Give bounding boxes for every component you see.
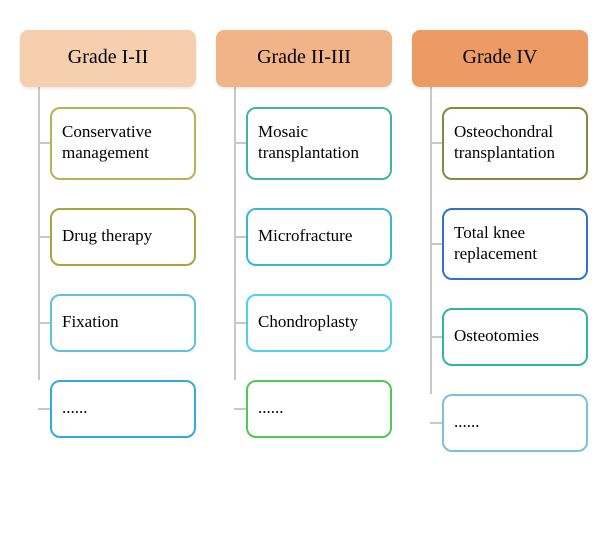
item-box: ......: [50, 380, 196, 438]
tree-item: ......: [216, 380, 392, 438]
item-box: Drug therapy: [50, 208, 196, 266]
item-box: Osteochondral transplantation: [442, 107, 588, 180]
item-box: Osteotomies: [442, 308, 588, 366]
connector-vertical: [38, 180, 40, 208]
connector-horizontal: [430, 422, 442, 424]
diagram-root: Grade I-II Conservative management Drug …: [20, 30, 588, 452]
connector-vertical: [38, 352, 40, 380]
tree-item: Mosaic transplantation: [216, 107, 392, 180]
column-grade-1-2: Grade I-II Conservative management Drug …: [20, 30, 196, 452]
item-box: ......: [442, 394, 588, 452]
item-box: Microfracture: [246, 208, 392, 266]
tree-item: Microfracture: [216, 208, 392, 266]
column-header: Grade I-II: [20, 30, 196, 87]
connector-vertical: [430, 180, 432, 208]
tree-item: Drug therapy: [20, 208, 196, 266]
item-box: Mosaic transplantation: [246, 107, 392, 180]
item-box: Conservative management: [50, 107, 196, 180]
connector-vertical: [38, 266, 40, 294]
tree-item: ......: [412, 394, 588, 452]
tree-item: ......: [20, 380, 196, 438]
connector-vertical: [234, 180, 236, 208]
connector-vertical: [234, 266, 236, 294]
tree-item: Osteotomies: [412, 308, 588, 366]
connector-horizontal: [38, 408, 50, 410]
connector-vertical: [430, 366, 432, 394]
column-header: Grade IV: [412, 30, 588, 87]
tree-item: Osteochondral transplantation: [412, 107, 588, 180]
column-grade-2-3: Grade II-III Mosaic transplantation Micr…: [216, 30, 392, 452]
item-box: Chondroplasty: [246, 294, 392, 352]
connector-horizontal: [234, 408, 246, 410]
column-grade-4: Grade IV Osteochondral transplantation T…: [412, 30, 588, 452]
item-box: Total knee replacement: [442, 208, 588, 281]
connector-vertical: [430, 87, 432, 107]
connector-vertical: [38, 87, 40, 107]
column-header: Grade II-III: [216, 30, 392, 87]
connector-vertical: [234, 87, 236, 107]
tree-item: Fixation: [20, 294, 196, 352]
item-box: Fixation: [50, 294, 196, 352]
tree-item: Conservative management: [20, 107, 196, 180]
item-box: ......: [246, 380, 392, 438]
connector-vertical: [430, 280, 432, 308]
tree-item: Total knee replacement: [412, 208, 588, 281]
tree-item: Chondroplasty: [216, 294, 392, 352]
connector-vertical: [234, 352, 236, 380]
